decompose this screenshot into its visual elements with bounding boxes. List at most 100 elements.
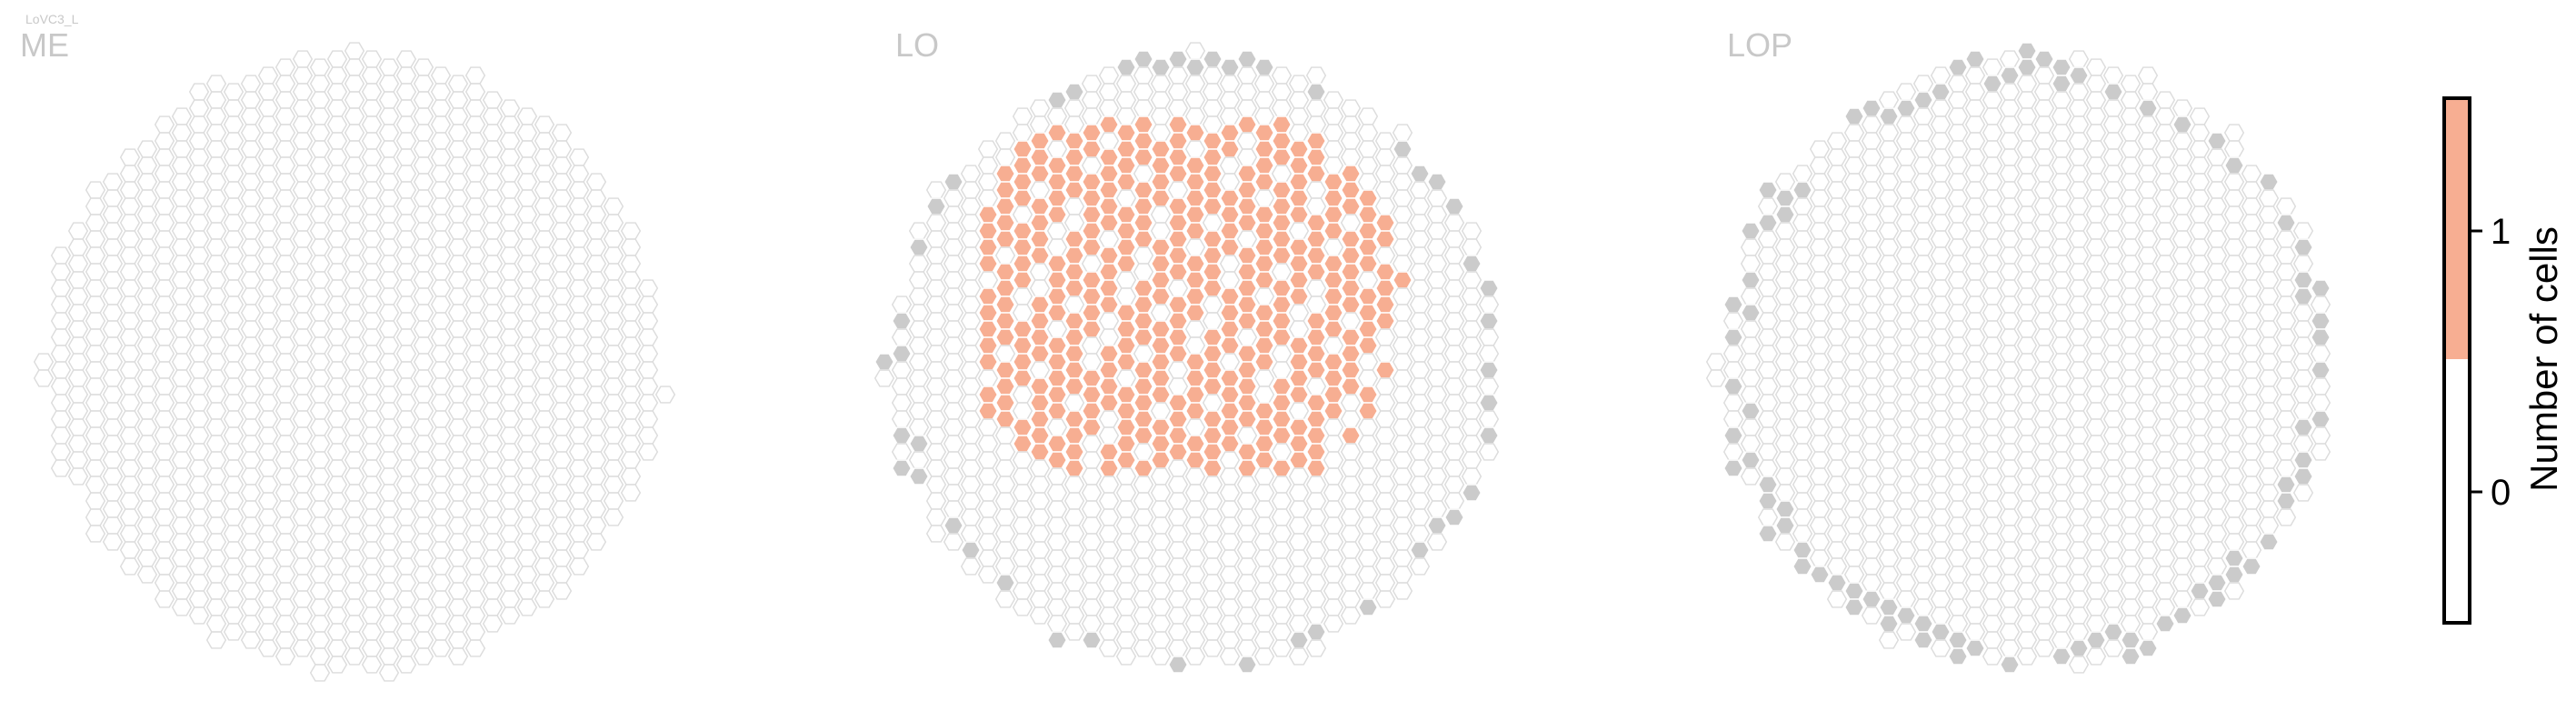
hex-column [2085,582,2107,600]
hex-column [430,345,452,363]
hex-column [292,443,314,461]
hex-column [257,377,279,396]
hex-column [1443,328,1465,346]
hex-column [1999,181,2021,199]
hex-column [361,230,383,248]
hex-column-missing [2258,173,2280,191]
hex-column [464,312,486,330]
hex-column-innervated [1081,304,1103,322]
hex-column [292,230,314,248]
hex-column [2189,222,2211,240]
hex-column [2051,189,2072,207]
hex-column [2120,91,2142,109]
hex-column [1409,525,1431,543]
hex-column [1947,336,1969,355]
hex-column [2189,516,2211,535]
hex-column [2068,312,2090,330]
hex-column-innervated [1029,328,1051,346]
hex-column-innervated [994,394,1016,412]
hex-column-innervated [1133,132,1154,150]
hex-column [447,222,469,240]
hex-column-innervated [994,377,1016,396]
hex-column [603,230,624,248]
hex-column [1115,631,1137,649]
hex-column-missing [1757,492,1779,510]
hex-column [2085,238,2107,256]
hex-column [1184,336,1206,355]
hex-column [67,336,89,355]
hex-column [2068,377,2090,396]
hex-column [205,402,227,420]
hex-column [2137,492,2159,510]
hex-column [482,402,504,420]
hex-column [2258,287,2280,305]
hex-column-missing [1722,377,1744,396]
hex-column [292,246,314,265]
hex-column [1826,214,1848,232]
hex-column [2051,549,2072,567]
hex-column [1757,443,1779,461]
hex-column-innervated [1081,205,1103,224]
hex-column [1912,516,1934,535]
hex-column-innervated [1115,386,1137,404]
hex-column [1392,156,1413,175]
hex-column [2223,353,2245,371]
hex-column [534,197,555,215]
hex-column [1409,443,1431,461]
hex-column [1029,606,1051,625]
hex-column [257,279,279,297]
hex-column [1999,623,2021,641]
hex-column [292,214,314,232]
hex-column [2137,606,2159,625]
hex-column [2120,189,2142,207]
hex-column-innervated [1115,255,1137,273]
hex-column [413,271,434,289]
hex-column [1202,476,1223,494]
hex-column-missing [908,467,930,486]
hex-column [482,566,504,584]
hex-column [257,476,279,494]
hex-column [136,500,158,518]
hex-column [620,255,642,273]
hex-column [2085,287,2107,305]
hex-column [2206,476,2228,494]
hex-column-missing [1722,459,1744,477]
hex-column [1409,410,1431,428]
hex-column [326,606,348,625]
hex-column [2102,459,2124,477]
hex-column [482,500,504,518]
hex-column [395,443,417,461]
hex-column [171,582,193,600]
hex-column-innervated [1167,148,1189,166]
hex-column [1792,377,1813,396]
hex-column-innervated [1305,410,1327,428]
hex-column [1374,459,1396,477]
hex-column [2051,369,2072,387]
hex-column-missing [1461,255,1483,273]
hex-column [2258,222,2280,240]
hex-column [1912,467,1934,486]
hex-column [1357,369,1379,387]
hex-column-innervated [1323,304,1344,322]
hex-column [1774,255,1796,273]
hex-column-innervated [1167,214,1189,232]
hex-column [1288,124,1310,142]
hex-column [1081,582,1103,600]
hex-column [2085,533,2107,551]
hex-column-innervated [1305,165,1327,183]
hex-column [551,304,573,322]
hex-column [102,516,124,535]
hex-column [551,484,573,502]
hex-column [188,115,210,134]
hex-column [1167,606,1189,625]
hex-column-innervated [1271,214,1293,232]
hex-column [1757,279,1779,297]
hex-column [240,320,262,338]
hex-column-missing [1478,312,1500,330]
hex-column [1861,295,1882,314]
hex-column [603,295,624,314]
hex-column-missing [2120,631,2142,649]
hex-column [1895,459,1917,477]
hex-column-innervated [1046,336,1068,355]
hex-column [119,361,141,379]
